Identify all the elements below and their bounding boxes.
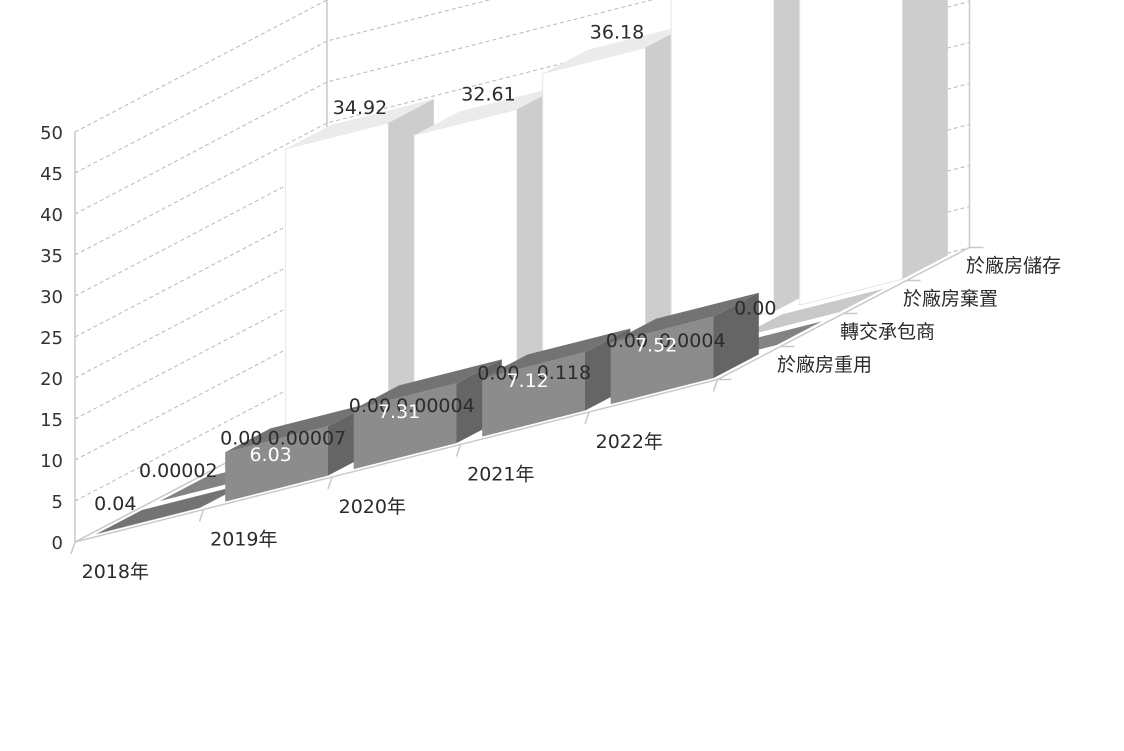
- bar-4-5: [799, 0, 948, 306]
- bar-top: [353, 359, 502, 410]
- gridline: [74, 124, 970, 420]
- x-tick: [584, 411, 590, 425]
- bar-top: [414, 85, 563, 136]
- bar-front: [670, 0, 775, 339]
- gridline: [74, 206, 970, 502]
- x-tick-label: 2018年: [82, 561, 149, 583]
- x-tick-label: 2022年: [596, 431, 663, 453]
- bar-3-5: [736, 288, 885, 339]
- x-tick-label: 2019年: [210, 528, 277, 550]
- data-label: 0.00: [606, 330, 648, 352]
- data-label: 0.00: [477, 362, 519, 384]
- x-tick: [70, 541, 76, 555]
- bar-1-3: [353, 359, 502, 470]
- x-tick: [198, 509, 205, 522]
- bar-front: [610, 316, 714, 405]
- bar-top: [542, 23, 691, 74]
- data-label: 36.18: [590, 22, 644, 44]
- series-label: 於廠房重用: [777, 353, 872, 376]
- gridline: [74, 0, 654, 215]
- y-tick-label: 25: [40, 328, 63, 349]
- data-label: 0.00002: [139, 460, 218, 482]
- bar-front: [482, 352, 585, 437]
- bar-1-4: [482, 328, 631, 437]
- data-label: 6.03: [249, 444, 291, 466]
- bar-flat: [736, 288, 885, 339]
- bar-1-5: [610, 292, 759, 405]
- bar-front: [285, 122, 389, 436]
- data-label: 0.0004: [659, 330, 725, 352]
- data-label: 0.00: [220, 427, 262, 449]
- y-tick-label: 0: [52, 533, 63, 554]
- y-tick-label: 40: [40, 205, 63, 226]
- gridline: [74, 83, 970, 379]
- chart-labels: 0510152025303540455034.9232.6136.1846.94…: [40, 22, 1061, 583]
- x-tick: [327, 476, 333, 490]
- bar-side: [713, 292, 759, 379]
- data-label: 34.92: [333, 97, 387, 119]
- gridline: [74, 0, 330, 133]
- y-tick-label: 20: [40, 369, 63, 390]
- y-tick-label: 15: [40, 410, 63, 431]
- y-tick-label: 5: [52, 492, 63, 513]
- data-label: 7.12: [506, 370, 548, 392]
- y-tick-label: 35: [40, 246, 63, 267]
- series-label: 於廠房儲存: [966, 254, 1061, 277]
- bar-top: [610, 292, 759, 343]
- bar-side: [902, 0, 948, 280]
- bar-top: [285, 99, 434, 149]
- y-tick-label: 30: [40, 287, 63, 308]
- bar-front: [353, 383, 457, 470]
- data-label: 32.61: [461, 83, 515, 105]
- y-tick-label: 50: [40, 123, 63, 144]
- bar-4-4: [670, 0, 820, 339]
- gridline: [74, 0, 816, 256]
- y-tick-label: 10: [40, 451, 63, 472]
- gridline: [74, 165, 970, 461]
- x-tick: [712, 379, 719, 392]
- bar-front: [225, 426, 328, 502]
- bar-top: [225, 402, 374, 453]
- bar-front: [413, 108, 518, 404]
- data-label: 0.04: [94, 493, 136, 515]
- data-label: 0.118: [537, 362, 591, 384]
- bar-front: [799, 0, 903, 306]
- gridline: [74, 1, 970, 297]
- gridline: [74, 42, 970, 338]
- data-label: 0.00004: [396, 395, 475, 417]
- data-label: 7.52: [635, 335, 677, 357]
- data-label: 0.00: [734, 297, 776, 319]
- gridline: [74, 0, 492, 174]
- x-tick-label: 2021年: [467, 463, 534, 485]
- y-tick-label: 45: [40, 164, 63, 185]
- data-label: 7.31: [378, 401, 420, 423]
- bar-top: [96, 484, 245, 534]
- bar-front: [542, 46, 646, 371]
- series-label: 於廠房棄置: [903, 287, 998, 310]
- x-tick: [455, 444, 462, 457]
- data-label: 0.00007: [268, 428, 347, 450]
- bar-front: [96, 507, 200, 535]
- bar-top: [482, 328, 631, 379]
- chart-bars: [96, 0, 948, 535]
- series-label: 轉交承包商: [840, 321, 935, 343]
- x-tick-label: 2020年: [339, 496, 406, 518]
- data-label: 0.00: [349, 395, 391, 417]
